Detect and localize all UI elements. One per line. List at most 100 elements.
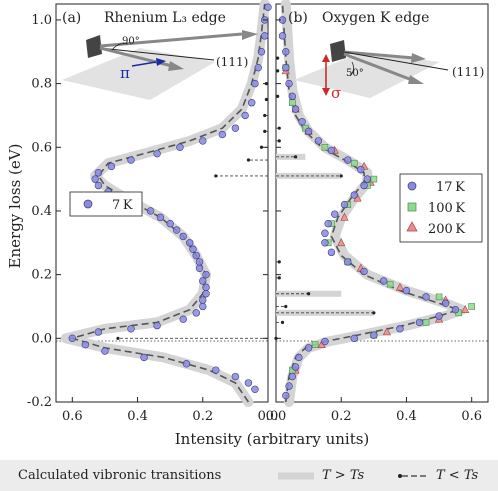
data-point: [285, 79, 293, 88]
data-point: [195, 258, 204, 266]
data-point: [182, 360, 191, 368]
data-point: [422, 293, 430, 301]
x-tick-label: 0.4: [127, 409, 148, 424]
footer-band-swatch: [278, 472, 314, 480]
data-point: [350, 191, 358, 199]
data-point: [379, 277, 388, 285]
footer-label: Calculated vibronic transitions: [18, 468, 222, 483]
panel-b-title: Oxygen K edge: [322, 10, 429, 26]
legend-a: 7 K: [69, 191, 143, 217]
data-point: [186, 239, 194, 247]
vibronic-stick-end: [276, 94, 280, 98]
data-point: [337, 238, 346, 247]
footer-legend: Calculated vibronic transitions T > Ts T…: [0, 460, 498, 491]
data-point: [94, 169, 103, 177]
data-point: [91, 175, 99, 183]
data-point: [289, 99, 296, 107]
data-point: [156, 213, 165, 222]
panel-a-title: Rhenium L₃ edge: [104, 10, 226, 26]
panel-a-label: (a): [62, 10, 81, 26]
data-point: [199, 277, 207, 285]
vibronic-stick-end: [277, 139, 281, 143]
vibronic-stick-end: [307, 292, 311, 296]
data-point: [402, 286, 411, 295]
data-point: [146, 207, 155, 215]
vibronic-stick-end: [263, 113, 267, 118]
data-point: [195, 264, 204, 272]
data-point: [382, 327, 391, 336]
data-point: [282, 48, 290, 56]
vibronic-stick-end: [214, 174, 218, 178]
data-point: [435, 293, 443, 301]
data-point: [370, 175, 378, 183]
legend-a-entry: 7 K: [112, 198, 133, 213]
geometry-inset-a: [62, 30, 258, 100]
legend-b-17k: 17 K: [436, 180, 465, 195]
data-point: [202, 283, 210, 292]
data-point: [179, 232, 187, 241]
data-point: [244, 379, 253, 387]
vibronic-stick-end: [276, 56, 280, 60]
data-point: [321, 143, 329, 151]
data-point: [94, 181, 103, 190]
data-point: [344, 156, 352, 164]
inset-b-direction: (111): [452, 65, 484, 79]
data-point: [127, 325, 135, 333]
data-point: [350, 159, 358, 167]
sample-block-a: [86, 35, 102, 58]
data-point: [179, 315, 187, 323]
data-point: [314, 137, 323, 145]
inset-b-polarization: σ: [331, 84, 341, 102]
data-point: [291, 363, 300, 371]
data-point: [231, 372, 240, 381]
data-point: [295, 353, 303, 362]
data-point: [288, 92, 297, 101]
data-point: [254, 63, 262, 72]
panel-a-frame: [55, 3, 269, 403]
y-tick-label: 1.0: [31, 13, 52, 28]
inset-a-direction: (111): [216, 55, 248, 69]
y-tick-label: 0.8: [31, 77, 52, 92]
data-point: [363, 175, 372, 183]
data-point: [304, 127, 313, 136]
inset-b-angle: 50°: [346, 68, 364, 79]
legend-b-200k: 200 K: [428, 222, 465, 237]
vibronic-stick-end: [339, 174, 343, 178]
data-point: [202, 270, 210, 279]
data-point: [291, 105, 300, 113]
data-point: [199, 296, 207, 304]
sample-block-b: [330, 40, 346, 62]
data-point: [166, 219, 174, 228]
data-point: [350, 334, 358, 343]
data-point: [153, 149, 161, 158]
x-tick-label: 0.2: [331, 409, 352, 424]
data-point: [140, 353, 148, 362]
x-tick-label: 0.0: [266, 409, 287, 424]
data-point: [261, 32, 269, 40]
data-point: [285, 382, 293, 390]
axis-ticks: 0.6 0.4 0.2 0.00.0 0.2 0.4 0.6-0.20.00.20.40.6…: [27, 13, 482, 424]
data-point: [435, 312, 443, 320]
data-point: [282, 391, 290, 400]
x-tick-label: 0.4: [396, 409, 417, 424]
data-point: [395, 282, 405, 291]
vibronic-stick-end: [246, 158, 251, 162]
footer-dashed-label: T < Ts: [436, 468, 479, 483]
vibronic-stick-end: [372, 311, 376, 315]
data-point: [360, 267, 368, 276]
data-point: [288, 372, 297, 381]
data-point: [101, 347, 109, 355]
data-point: [68, 334, 77, 343]
y-tick-label: 0.0: [31, 331, 52, 346]
data-point: [331, 210, 339, 218]
vibronic-stick-end: [276, 69, 280, 73]
data-point: [461, 305, 470, 313]
data-point: [192, 309, 200, 317]
data-point: [257, 48, 266, 56]
data-point: [153, 321, 161, 330]
data-point: [172, 226, 181, 234]
vibronic-stick-end: [280, 320, 285, 324]
data-point: [422, 319, 430, 326]
data-point: [107, 162, 116, 171]
footer-dashed-swatch: [398, 474, 428, 478]
